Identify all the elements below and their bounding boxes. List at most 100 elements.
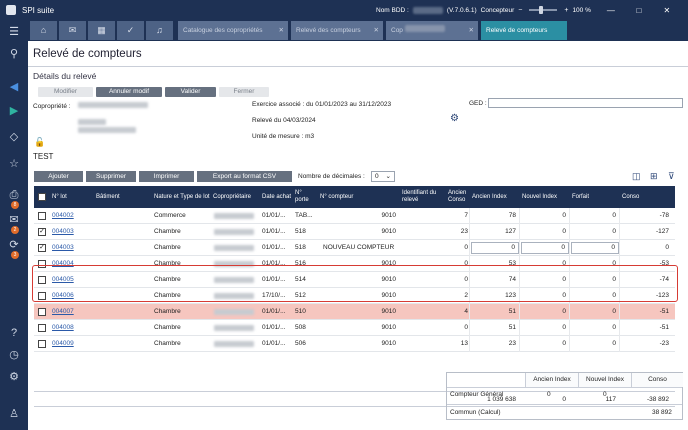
close-icon[interactable]: ✕ — [468, 27, 474, 34]
valider-button[interactable]: Valider — [165, 87, 216, 97]
tab-releve-compteurs[interactable]: Relevé des compteurs ✕ — [291, 21, 383, 40]
row-checkbox[interactable] — [38, 308, 46, 316]
row-checkbox[interactable]: ✓ — [38, 228, 46, 236]
forfait-input[interactable]: 0 — [571, 242, 619, 254]
check-icon[interactable]: ✓ — [117, 21, 144, 40]
col-batiment[interactable]: Bâtiment — [96, 193, 120, 200]
ancien-index-cell[interactable]: 74 — [508, 276, 516, 283]
sync-icon[interactable]: ⟳ — [9, 239, 19, 251]
row-checkbox[interactable] — [38, 260, 46, 268]
star-icon[interactable]: ☆ — [9, 158, 19, 170]
row-checkbox[interactable] — [38, 276, 46, 284]
col-coproprietaire[interactable]: Copropriétaire — [213, 193, 252, 200]
tab-copro[interactable]: Cop ✕ — [386, 21, 478, 40]
col-nlot[interactable]: N° lot — [52, 193, 67, 200]
lot-link[interactable]: 004009 — [52, 340, 74, 347]
lot-link[interactable]: 004005 — [52, 276, 74, 283]
table-row[interactable]: 004008 Chambre 01/01/... 508 9010 0 51 0 0 -51 — [34, 320, 675, 336]
supprimer-button[interactable]: Supprimer — [86, 171, 136, 182]
table-row[interactable]: ✓ 004003 Chambre 01/01/... 518 NOUVEAU COMPTE… — [34, 240, 675, 256]
select-all-checkbox[interactable] — [38, 193, 46, 201]
zoom-slider[interactable] — [529, 6, 558, 14]
nouvel-index-cell[interactable]: 0 — [562, 340, 566, 347]
nouvel-index-cell[interactable]: 0 — [562, 212, 566, 219]
forfait-cell[interactable]: 0 — [612, 340, 616, 347]
ancien-index-cell[interactable]: 123 — [505, 292, 516, 299]
history-icon[interactable]: ◷ — [9, 349, 19, 361]
mail-tab-icon[interactable]: ✉ — [59, 21, 86, 40]
nouvel-index-cell[interactable]: 0 — [562, 276, 566, 283]
col-ancien-index[interactable]: Ancien Index — [472, 193, 507, 200]
col-date-achat[interactable]: Date achat — [262, 193, 292, 200]
col-forfait[interactable]: Forfait — [572, 193, 590, 200]
help-icon[interactable]: ? — [10, 327, 18, 339]
row-checkbox[interactable] — [38, 324, 46, 332]
lot-link[interactable]: 004004 — [52, 260, 74, 267]
row-checkbox[interactable]: ✓ — [38, 244, 46, 252]
close-icon[interactable]: ✕ — [278, 27, 284, 34]
settings-icon[interactable]: ⚙ — [9, 371, 19, 383]
zoom-out-icon[interactable]: − — [518, 6, 523, 14]
table-row[interactable]: ✓ 004003 Chambre 01/01/... 518 9010 23 127 0 0 -12… — [34, 224, 675, 240]
table-row[interactable]: 004002 Commerce 01/01/... TAB... 9010 7 78 0 0 -7… — [34, 208, 675, 224]
forfait-cell[interactable]: 0 — [612, 276, 616, 283]
user-icon[interactable]: ♙ — [9, 408, 19, 420]
filter-icon[interactable]: ⊽ — [668, 171, 675, 181]
table-row[interactable]: 004007 Chambre 01/01/... 510 9010 4 51 0 0 -51 — [34, 304, 675, 320]
bell-icon[interactable]: ♫ — [146, 21, 173, 40]
ancien-index-cell[interactable]: 51 — [508, 308, 516, 315]
row-checkbox[interactable] — [38, 212, 46, 220]
imprimer-button[interactable]: Imprimer — [139, 171, 194, 182]
col-conso[interactable]: Conso — [622, 193, 640, 200]
forward-arrow-icon[interactable]: ▶ — [9, 105, 19, 117]
col-porte[interactable]: N° porte — [295, 190, 309, 203]
back-arrow-icon[interactable]: ◀ — [9, 81, 19, 93]
table-row[interactable]: 004005 Chambre 01/01/... 514 9010 0 74 0 0 -74 — [34, 272, 675, 288]
ged-input[interactable] — [488, 98, 683, 108]
table-row[interactable]: 004006 Chambre 17/10/... 512 9010 2 123 0 0 -123 — [34, 288, 675, 304]
tab-releve-active[interactable]: Relevé de compteurs — [481, 21, 567, 40]
lot-link[interactable]: 004007 — [52, 308, 74, 315]
col-ancien-conso[interactable]: Ancien Conso — [448, 190, 467, 203]
menu-icon[interactable]: ☰ — [9, 26, 19, 38]
col-nature[interactable]: Nature et Type de lot — [154, 193, 210, 200]
table-row[interactable]: 004004 Chambre 01/01/... 516 9010 0 53 0 0 -53 — [34, 256, 675, 272]
col-identifiant[interactable]: Identifiant du relevé — [402, 190, 437, 203]
lot-link[interactable]: 004002 — [52, 212, 74, 219]
forfait-cell[interactable]: 0 — [612, 308, 616, 315]
lot-link[interactable]: 004003 — [52, 228, 74, 235]
ancien-index-cell[interactable]: 127 — [505, 228, 516, 235]
lot-link[interactable]: 004006 — [52, 292, 74, 299]
ajouter-button[interactable]: Ajouter — [34, 171, 83, 182]
minimize-button[interactable]: — — [606, 5, 615, 15]
gear-icon[interactable]: ⚙ — [450, 113, 459, 124]
table-row[interactable]: 004009 Chambre 01/01/... 506 9010 13 23 0 0 -23 — [34, 336, 675, 352]
add-row-icon[interactable]: ⊞ — [650, 171, 658, 181]
nouvel-index-cell[interactable]: 0 — [562, 228, 566, 235]
row-checkbox[interactable] — [38, 292, 46, 300]
decimales-select[interactable]: 0 ⌄ — [371, 171, 395, 182]
close-icon[interactable]: ✕ — [373, 27, 379, 34]
calendar-icon[interactable]: ▦ — [88, 21, 115, 40]
forfait-cell[interactable]: 0 — [612, 212, 616, 219]
forfait-cell[interactable]: 0 — [612, 324, 616, 331]
close-button[interactable]: ✕ — [663, 5, 671, 15]
ancien-index-cell[interactable]: 78 — [508, 212, 516, 219]
forfait-cell[interactable]: 0 — [612, 260, 616, 267]
lot-link[interactable]: 004008 — [52, 324, 74, 331]
col-compteur[interactable]: N° compteur — [320, 193, 354, 200]
nouvel-index-cell[interactable]: 0 — [562, 324, 566, 331]
modifier-button[interactable]: Modifier — [38, 87, 93, 97]
ancien-index-cell[interactable]: 23 — [508, 340, 516, 347]
mail-icon[interactable]: ✉ — [9, 214, 19, 226]
nouvel-index-cell[interactable]: 0 — [562, 292, 566, 299]
col-nouvel-index[interactable]: Nouvel Index — [522, 193, 558, 200]
search-icon[interactable]: ⚲ — [9, 48, 19, 60]
zoom-in-icon[interactable]: + — [564, 6, 569, 14]
row-checkbox[interactable] — [38, 340, 46, 348]
lot-link[interactable]: 004003 — [52, 244, 74, 251]
fermer-button[interactable]: Fermer — [219, 87, 269, 97]
nouvel-index-cell[interactable]: 0 — [562, 308, 566, 315]
ancien-index-cell[interactable]: 53 — [508, 260, 516, 267]
maximize-button[interactable]: □ — [636, 5, 642, 15]
